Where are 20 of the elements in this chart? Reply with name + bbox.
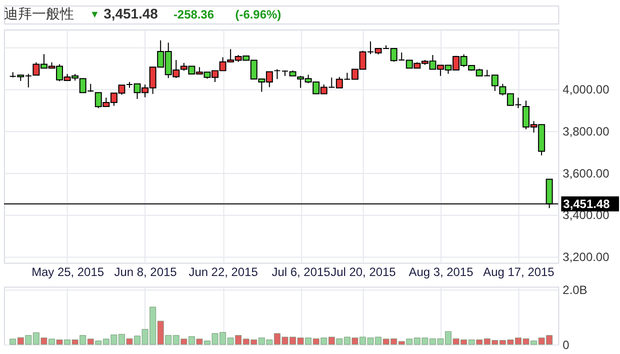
y-tick-label: 3,600.00: [562, 166, 610, 180]
text: 3,451.48: [104, 6, 158, 22]
candlestick: [274, 68, 281, 80]
text: (-6.96%): [235, 8, 282, 22]
chart-title: 迪拜一般性: [4, 6, 74, 22]
text: ▼: [90, 10, 100, 21]
y-tick-label: 3,800.00: [562, 124, 610, 138]
y-tick-label: 4,000.00: [562, 82, 610, 97]
y-tick-label: 0: [562, 338, 570, 352]
x-tick-label: Jun 22, 2015: [188, 265, 258, 280]
x-tick-label: Jul 6, 2015: [272, 265, 331, 280]
y-tick-label: 2.0B: [562, 282, 588, 297]
x-tick-label: Aug 17, 2015: [483, 265, 555, 280]
x-tick-label: Aug 3, 2015: [408, 265, 474, 280]
x-tick-label: May 25, 2015: [32, 265, 104, 280]
y-tick-label: 3,200.00: [562, 250, 610, 264]
ref-line-label: 3,451.48: [563, 196, 610, 211]
x-tick-label: Jul 20, 2015: [330, 265, 396, 280]
text: -258.36: [173, 8, 214, 22]
x-tick-label: Jun 8, 2015: [114, 265, 178, 280]
